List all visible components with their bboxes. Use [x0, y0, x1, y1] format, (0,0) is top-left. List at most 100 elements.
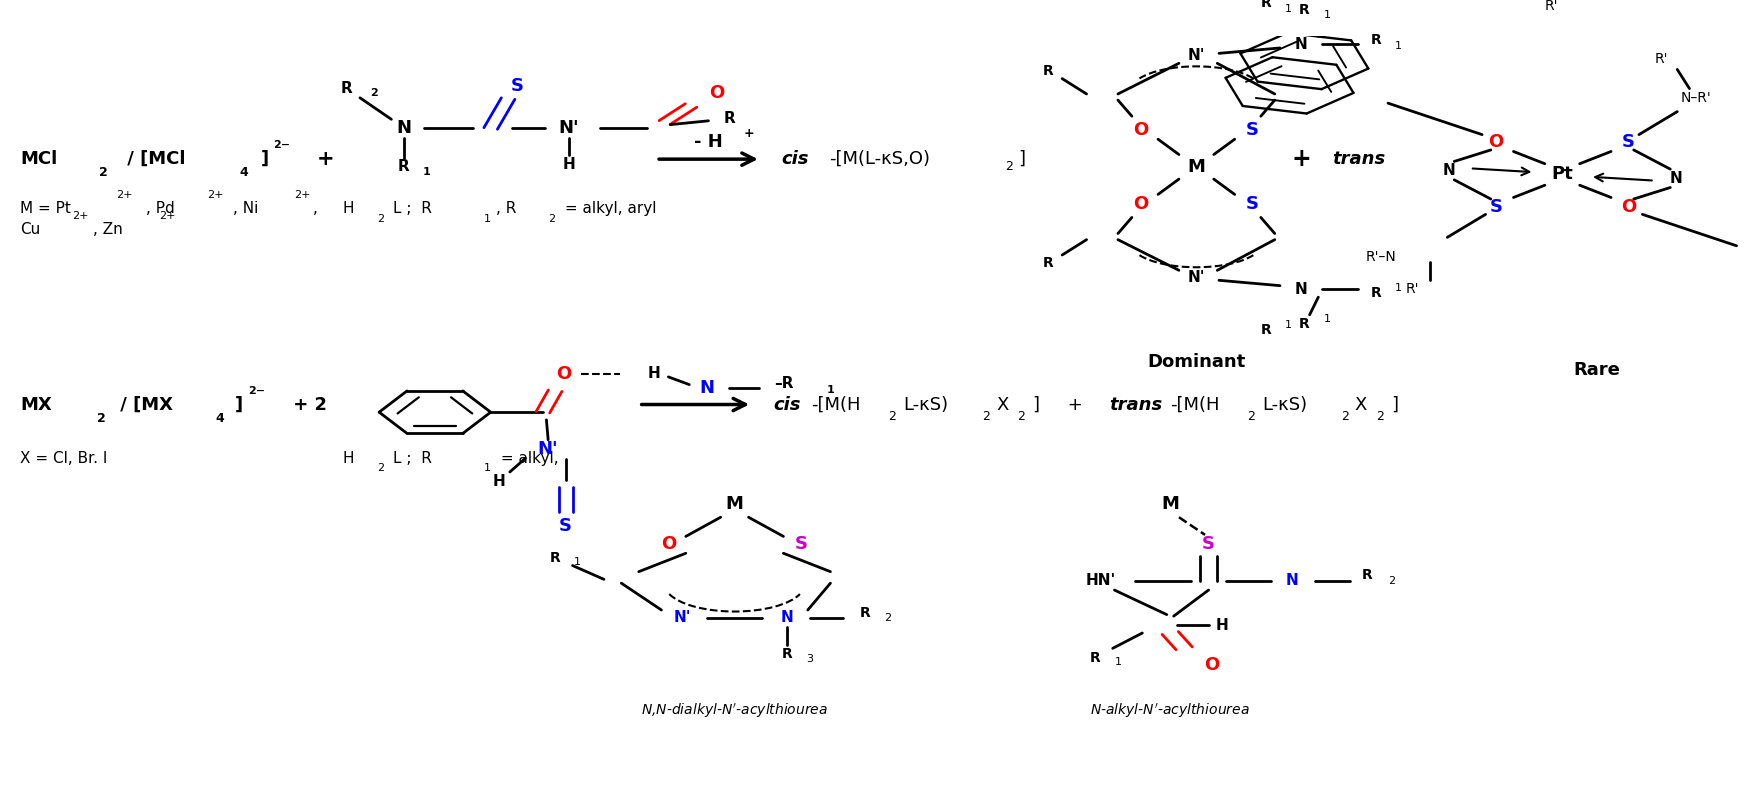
Text: ]: ] — [1391, 396, 1398, 413]
Text: $N$,$N$-dialkyl-$N^\prime$-acylthiourea: $N$,$N$-dialkyl-$N^\prime$-acylthiourea — [642, 702, 829, 721]
Text: , Ni: , Ni — [232, 202, 259, 217]
Text: 2+: 2+ — [294, 190, 309, 200]
Text: R: R — [860, 606, 871, 620]
Text: 1: 1 — [827, 385, 836, 395]
Text: X: X — [1355, 396, 1367, 413]
Text: S: S — [1203, 535, 1215, 553]
Text: = alkyl,: = alkyl, — [496, 451, 559, 466]
Text: 2: 2 — [378, 463, 385, 473]
Text: 2−: 2− — [273, 140, 290, 151]
Text: 1: 1 — [484, 463, 491, 473]
Text: S: S — [1622, 133, 1634, 152]
Text: , R: , R — [496, 202, 516, 217]
Text: 1: 1 — [1395, 283, 1402, 293]
Text: X: X — [996, 396, 1009, 413]
Text: O: O — [661, 535, 676, 553]
Text: L ;  R: L ; R — [393, 451, 432, 466]
Text: R: R — [1299, 317, 1309, 331]
Text: / [MX: / [MX — [114, 396, 173, 413]
Text: N': N' — [673, 610, 690, 625]
Text: MCl: MCl — [21, 150, 58, 168]
Text: R: R — [551, 550, 561, 565]
Text: + 2: + 2 — [287, 396, 327, 413]
Text: , Pd: , Pd — [145, 202, 175, 217]
Text: 2: 2 — [1376, 409, 1384, 422]
Text: R: R — [397, 160, 409, 174]
Text: H: H — [649, 367, 661, 381]
Text: 1: 1 — [1115, 657, 1122, 667]
Text: N–R': N–R' — [1682, 91, 1711, 105]
Text: 2: 2 — [98, 167, 107, 180]
Text: S: S — [1246, 194, 1259, 213]
Text: R: R — [1370, 33, 1381, 48]
Text: R': R' — [1655, 52, 1668, 66]
Text: O: O — [1620, 197, 1636, 216]
Text: trans: trans — [1110, 396, 1162, 413]
Text: +: + — [743, 127, 753, 139]
Text: 2: 2 — [96, 412, 105, 425]
Text: 2: 2 — [1341, 409, 1349, 422]
Text: Cu: Cu — [21, 222, 40, 237]
Text: N: N — [1295, 36, 1308, 52]
Text: S: S — [1246, 121, 1259, 139]
Text: L-κS): L-κS) — [904, 396, 949, 413]
Text: +: + — [1292, 147, 1311, 171]
Text: -[M(H: -[M(H — [811, 396, 860, 413]
Text: / [MCl: / [MCl — [121, 150, 185, 168]
Text: M = Pt: M = Pt — [21, 202, 72, 217]
Text: M: M — [1187, 158, 1206, 176]
Text: N: N — [699, 379, 715, 397]
Text: M: M — [725, 495, 743, 513]
Text: 1: 1 — [1323, 10, 1330, 20]
Text: 1: 1 — [1285, 4, 1292, 14]
Text: 3: 3 — [806, 654, 813, 664]
Text: 4: 4 — [215, 412, 224, 425]
Text: N: N — [781, 610, 794, 625]
Text: M: M — [1161, 495, 1180, 513]
Text: 2: 2 — [884, 613, 891, 623]
Text: N: N — [1442, 163, 1456, 178]
Text: Dominant: Dominant — [1147, 353, 1246, 372]
Text: S: S — [794, 535, 808, 553]
Text: cis: cis — [773, 396, 801, 413]
Text: S: S — [559, 517, 572, 534]
Text: 1: 1 — [423, 167, 430, 177]
Text: –R: –R — [774, 376, 794, 391]
Text: ,: , — [313, 202, 318, 217]
Text: $N$-alkyl-$N^\prime$-acylthiourea: $N$-alkyl-$N^\prime$-acylthiourea — [1091, 702, 1250, 721]
Text: 2: 2 — [549, 214, 556, 224]
Text: +: + — [316, 149, 334, 169]
Text: R: R — [1362, 568, 1372, 583]
Text: N: N — [1669, 171, 1682, 186]
Text: 2+: 2+ — [159, 211, 177, 221]
Text: 1: 1 — [1395, 40, 1402, 51]
Text: -[M(L-κS,O): -[M(L-κS,O) — [829, 150, 930, 168]
Text: O: O — [1204, 656, 1220, 674]
Text: N': N' — [1187, 48, 1204, 63]
Text: MX: MX — [21, 396, 52, 413]
Text: X = Cl, Br. I: X = Cl, Br. I — [21, 451, 108, 466]
Text: S: S — [510, 77, 523, 95]
Text: O: O — [556, 365, 572, 383]
Text: R: R — [724, 111, 736, 126]
Text: 1: 1 — [575, 558, 582, 567]
Text: R: R — [1370, 286, 1381, 301]
Text: N: N — [1287, 573, 1299, 588]
Text: ]: ] — [234, 396, 243, 413]
Text: H: H — [563, 157, 575, 172]
Text: H: H — [1217, 618, 1229, 633]
Text: 2−: 2− — [248, 386, 266, 396]
Text: N': N' — [559, 119, 579, 138]
Text: ]: ] — [1033, 396, 1040, 413]
Text: O: O — [1133, 194, 1148, 213]
Text: R': R' — [1405, 282, 1419, 297]
Text: N: N — [397, 119, 411, 138]
Text: 2: 2 — [1017, 409, 1024, 422]
Text: R: R — [1299, 2, 1309, 17]
Text: 2: 2 — [888, 409, 895, 422]
Text: cis: cis — [781, 150, 809, 168]
Text: 1: 1 — [1323, 314, 1330, 324]
Text: 2: 2 — [982, 409, 989, 422]
Text: N': N' — [538, 440, 558, 458]
Text: Rare: Rare — [1573, 361, 1620, 379]
